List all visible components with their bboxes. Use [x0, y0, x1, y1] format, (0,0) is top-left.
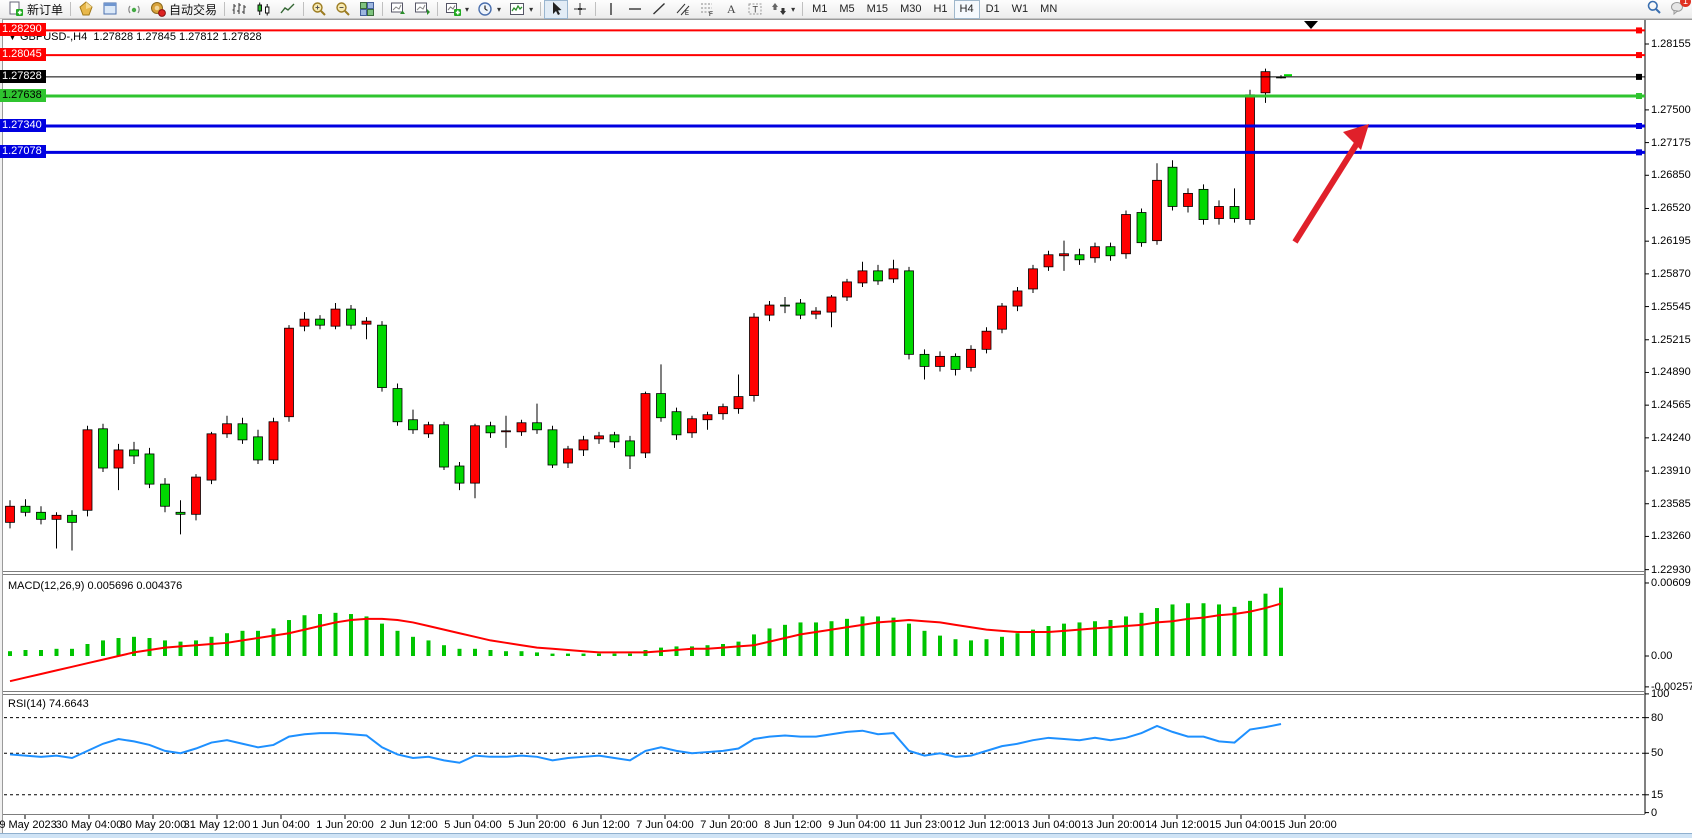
- horizontal-line-icon: [627, 1, 643, 17]
- toolbar-separator: [802, 2, 804, 16]
- new-chart-icon: [445, 1, 462, 17]
- bar-chart-button[interactable]: [228, 0, 252, 19]
- toolbar-separator: [303, 2, 305, 16]
- arrows-button[interactable]: ▾: [767, 0, 799, 19]
- channel-icon: E: [675, 1, 691, 17]
- cursor-button[interactable]: [544, 0, 569, 19]
- signals-button[interactable]: [122, 0, 146, 19]
- timeframe-m1-button[interactable]: M1: [812, 3, 828, 15]
- timeframe-m5-button[interactable]: M5: [839, 3, 855, 15]
- arrange-charts-icon: [390, 1, 406, 17]
- candle-chart-button[interactable]: [252, 0, 276, 19]
- timeframe-m30-button[interactable]: M30: [900, 3, 922, 15]
- text-button[interactable]: A: [719, 0, 743, 19]
- new-order-button[interactable]: 新订单: [4, 0, 67, 19]
- rsi-pane-separator[interactable]: [3, 691, 1645, 692]
- new-chart-button[interactable]: ▾: [441, 0, 473, 19]
- data-window-icon: [102, 1, 118, 17]
- rsi-pane-separator-2: [3, 694, 1645, 695]
- macd-pane-separator-2: [3, 574, 1645, 575]
- fibonacci-button[interactable]: F: [695, 0, 719, 19]
- toolbar-separator: [70, 2, 72, 16]
- auto-trading-icon: [150, 1, 166, 17]
- new-order-icon: [8, 1, 24, 17]
- search-icon[interactable]: [1646, 0, 1662, 20]
- bar-chart-icon: [232, 1, 248, 17]
- macd-pane-separator[interactable]: [3, 571, 1645, 572]
- vertical-line-button[interactable]: [599, 0, 623, 19]
- periods-clock-icon: [477, 1, 493, 17]
- label-button[interactable]: T: [743, 0, 767, 19]
- cascade-charts-button[interactable]: [410, 0, 434, 19]
- svg-text:A: A: [727, 2, 736, 16]
- chevron-down-icon[interactable]: ▾: [529, 4, 534, 14]
- crosshair-icon: [572, 1, 588, 17]
- status-bar: [0, 833, 1692, 838]
- time-axis-separator: [3, 814, 1645, 815]
- toolbar-button-label: 新订单: [27, 2, 64, 17]
- cursor-icon: [548, 1, 564, 17]
- zoom-out-button[interactable]: [331, 0, 355, 19]
- svg-text:E: E: [685, 11, 689, 17]
- notification-badge: 1: [1680, 0, 1691, 7]
- main-toolbar: 新订单 自动交易 ▾ ▾ ▾ E F A T ▾ M1 M5 M15 M30 H1 H4 D1 W1 MN 1: [0, 0, 1692, 19]
- data-window-button[interactable]: [98, 0, 122, 19]
- timeframe-w1-button[interactable]: W1: [1011, 3, 1029, 15]
- svg-text:T: T: [753, 5, 759, 15]
- market-watch-icon: [78, 1, 94, 17]
- fibonacci-icon: F: [699, 1, 715, 17]
- tile-windows-button[interactable]: [355, 0, 379, 19]
- timeframe-mn-button[interactable]: MN: [1040, 3, 1058, 15]
- crosshair-button[interactable]: [568, 0, 592, 19]
- zoom-in-button[interactable]: [307, 0, 331, 19]
- trendline-icon: [651, 1, 667, 17]
- toolbar-separator: [224, 2, 226, 16]
- label-icon: T: [747, 1, 763, 17]
- chevron-down-icon[interactable]: ▾: [791, 4, 796, 14]
- svg-text:F: F: [709, 11, 713, 17]
- chevron-down-icon[interactable]: ▾: [465, 4, 470, 14]
- timeframe-h4-button[interactable]: H4: [953, 0, 980, 19]
- text-icon: A: [723, 1, 739, 17]
- toolbar-button-label: 自动交易: [169, 2, 218, 17]
- zoom-in-icon: [311, 1, 327, 17]
- line-chart-icon: [280, 1, 296, 17]
- line-chart-button[interactable]: [276, 0, 300, 19]
- cascade-charts-icon: [414, 1, 431, 17]
- templates-button[interactable]: ▾: [505, 0, 537, 19]
- toolbar-separator: [382, 2, 384, 16]
- tile-windows-icon: [359, 1, 375, 17]
- auto-trading-button[interactable]: 自动交易: [146, 0, 221, 19]
- market-watch-button[interactable]: [74, 0, 98, 19]
- notifications-icon[interactable]: 1: [1670, 0, 1691, 20]
- candle-chart-icon: [256, 1, 272, 17]
- chevron-down-icon[interactable]: ▾: [497, 4, 502, 14]
- timeframe-h1-button[interactable]: H1: [933, 3, 948, 15]
- horizontal-line-button[interactable]: [623, 0, 647, 19]
- signals-icon: [126, 1, 142, 17]
- channel-button[interactable]: E: [671, 0, 695, 19]
- templates-icon: [509, 1, 525, 17]
- toolbar-separator: [595, 2, 597, 16]
- timeframe-d1-button[interactable]: D1: [985, 3, 1000, 15]
- vertical-line-icon: [603, 1, 619, 17]
- timeframe-m15-button[interactable]: M15: [866, 3, 889, 15]
- toolbar-separator: [540, 2, 542, 16]
- toolbar-separator: [437, 2, 439, 16]
- periods-clock-button[interactable]: ▾: [473, 0, 505, 19]
- arrange-charts-button[interactable]: [386, 0, 410, 19]
- arrows-icon: [771, 1, 787, 17]
- chart-window[interactable]: [2, 19, 1692, 834]
- trendline-button[interactable]: [647, 0, 671, 19]
- zoom-out-icon: [335, 1, 351, 17]
